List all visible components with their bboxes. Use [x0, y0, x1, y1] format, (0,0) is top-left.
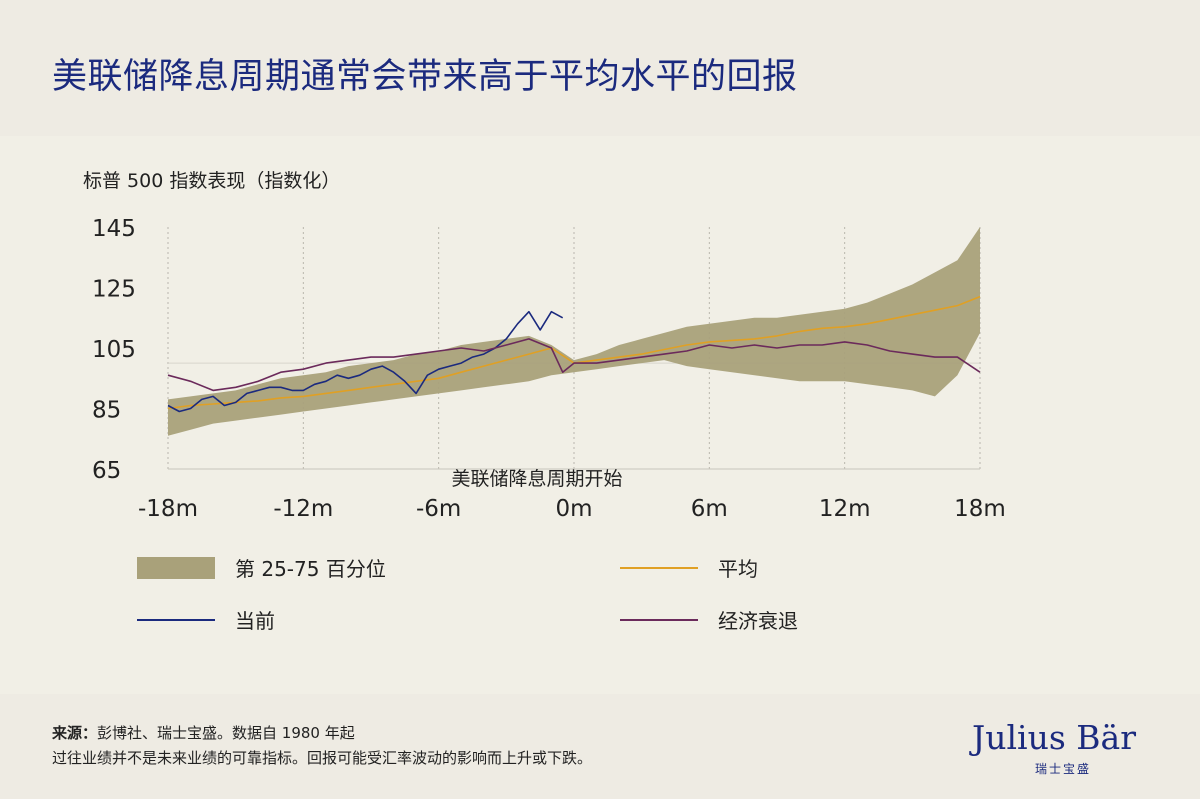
legend-item-current: 当前	[137, 605, 281, 634]
legend-label-band: 第 25-75 百分位	[235, 557, 386, 581]
x-tick-label-6: 18m	[954, 496, 1006, 522]
legend-item-mean: 平均	[620, 553, 764, 582]
brand-logo: Julius Bär	[972, 718, 1136, 757]
y-tick-label-3: 85	[92, 398, 121, 424]
legend-swatch-recession	[620, 618, 698, 621]
y-tick-label-0: 145	[92, 216, 136, 242]
annotation-label: 美联储降息周期开始	[451, 468, 622, 490]
legend-label-mean: 平均	[718, 557, 758, 581]
disclaimer-note: 过往业绩并不是未来业绩的可靠指标。回报可能受汇率波动的影响而上升或下跌。	[52, 749, 593, 767]
legend-swatch-band	[137, 556, 215, 579]
brand-logo-subtitle: 瑞士宝盛	[1035, 762, 1092, 776]
series-line-1	[167, 310, 564, 413]
y-tick-label-1: 125	[92, 277, 136, 303]
source-label: 来源：	[52, 724, 98, 742]
legend-label-recession: 经济衰退	[718, 609, 798, 633]
footer-band	[0, 694, 1200, 799]
percentile-band	[168, 227, 980, 436]
source-text: 彭博社、瑞士宝盛。数据自 1980 年起	[97, 724, 355, 742]
x-tick-label-3: 0m	[555, 496, 592, 522]
legend-label-current: 当前	[235, 609, 275, 633]
x-tick-label-4: 6m	[691, 496, 728, 522]
y-tick-label-2: 105	[92, 337, 136, 363]
page-title: 美联储降息周期通常会带来高于平均水平的回报	[52, 57, 798, 97]
legend-swatch-current	[137, 618, 215, 621]
legend-item-band: 第 25-75 百分位	[137, 553, 392, 582]
source-note: 来源：彭博社、瑞士宝盛。数据自 1980 年起	[52, 722, 355, 743]
x-tick-label-2: -6m	[416, 496, 461, 522]
x-tick-label-0: -18m	[138, 496, 198, 522]
series-line-2	[167, 338, 981, 392]
legend-swatch-mean	[620, 566, 698, 569]
y-axis-label: 标普 500 指数表现（指数化）	[83, 170, 341, 192]
x-tick-label-1: -12m	[273, 496, 333, 522]
legend-item-recession: 经济衰退	[620, 605, 804, 634]
x-tick-label-5: 12m	[819, 496, 871, 522]
header-band: 美联储降息周期通常会带来高于平均水平的回报	[0, 0, 1200, 136]
y-tick-label-4: 65	[92, 458, 121, 484]
